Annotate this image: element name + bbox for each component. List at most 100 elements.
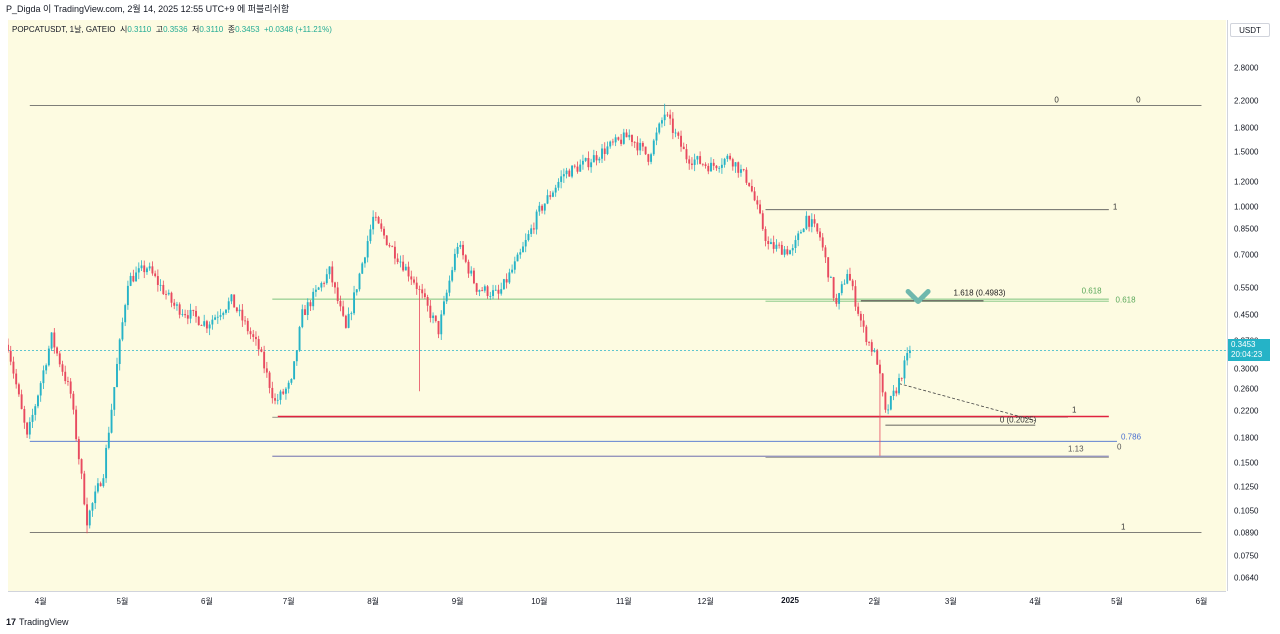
- current-price-value: 0.3453: [1231, 340, 1256, 349]
- y-tick-label: 1.2000: [1234, 177, 1259, 187]
- candle-body: [23, 409, 26, 423]
- fib-113-zero-label: 0: [1117, 442, 1122, 452]
- candle-body: [748, 182, 751, 187]
- candle-body: [17, 384, 20, 395]
- candle-body: [344, 315, 347, 328]
- candle-body: [219, 315, 222, 317]
- candle-body: [186, 315, 189, 319]
- x-tick-label: 6월: [1195, 597, 1208, 606]
- candle-body: [146, 268, 148, 273]
- candle-body: [429, 305, 432, 318]
- candle-body: [680, 135, 682, 147]
- x-tick-label: 2월: [868, 597, 881, 606]
- candle-body: [513, 261, 516, 270]
- candle-body: [502, 279, 505, 290]
- candle-body: [28, 421, 31, 435]
- candle-body: [312, 291, 315, 307]
- candle-body: [805, 215, 808, 229]
- candle-body: [91, 503, 94, 511]
- candle-body: [726, 155, 729, 159]
- candle-body: [99, 483, 102, 487]
- candle-body: [846, 273, 849, 284]
- candle-body: [143, 265, 146, 273]
- time-axis[interactable]: [8, 591, 1226, 612]
- tradingview-footer[interactable]: 17 TradingView: [6, 615, 69, 629]
- candle-body: [492, 290, 494, 296]
- candle-body: [230, 294, 233, 302]
- candle-body: [391, 246, 394, 248]
- candle-body: [729, 155, 732, 160]
- candle-body: [148, 266, 151, 269]
- candle-body: [573, 165, 576, 167]
- candle-body: [824, 247, 827, 258]
- candle-body: [284, 388, 287, 394]
- candle-body: [222, 312, 225, 316]
- candle-body: [898, 378, 900, 394]
- candle-body: [511, 269, 514, 273]
- candle-body: [892, 390, 895, 396]
- y-tick-label: 0.1500: [1234, 458, 1259, 468]
- candle-body: [808, 215, 811, 227]
- candle-body: [241, 309, 244, 321]
- candle-body: [282, 391, 285, 394]
- candle-body: [437, 320, 440, 335]
- candle-body: [857, 306, 860, 314]
- trend-projection-line: [898, 383, 1036, 422]
- candle-body: [369, 229, 372, 242]
- candle-body: [887, 409, 890, 411]
- candle-body: [794, 240, 797, 249]
- candle-body: [835, 297, 838, 304]
- candle-body: [859, 313, 862, 321]
- y-tick-label: 1.0000: [1234, 202, 1259, 212]
- price-axis[interactable]: [1227, 20, 1280, 591]
- candle-body: [116, 363, 118, 388]
- x-tick-label: 12월: [697, 597, 714, 606]
- candle-body: [385, 235, 388, 246]
- legend-low-label: 저: [191, 25, 200, 34]
- candle-body: [652, 140, 655, 155]
- fib-bottom-label: 1: [1121, 522, 1126, 532]
- candle-body: [647, 154, 650, 162]
- candle-body: [622, 132, 625, 144]
- candle-body: [249, 331, 252, 335]
- candle-body: [633, 141, 636, 143]
- candle-body: [53, 332, 56, 348]
- candle-body: [189, 309, 192, 319]
- candle-body: [393, 246, 396, 259]
- candlestick-chart[interactable]: [8, 20, 1226, 591]
- legend-open: 0.3110: [127, 25, 152, 34]
- candle-body: [581, 160, 584, 165]
- candle-body: [464, 255, 467, 262]
- candle-body: [644, 146, 647, 155]
- candle-body: [601, 148, 603, 159]
- fib-0618-label-b: 0.618: [1115, 295, 1136, 305]
- candle-body: [197, 316, 200, 326]
- candle-body: [494, 289, 497, 291]
- candle-body: [865, 326, 868, 343]
- candle-body: [723, 158, 726, 165]
- candle-body: [159, 284, 162, 286]
- candle-body: [110, 409, 113, 433]
- candle-body: [797, 233, 800, 241]
- x-tick-label: 11월: [615, 597, 632, 606]
- candle-body: [557, 181, 560, 188]
- candle-body: [819, 231, 821, 238]
- candle-body: [505, 279, 508, 283]
- candle-body: [878, 364, 881, 374]
- candle-body: [274, 398, 276, 401]
- candle-body: [516, 254, 519, 262]
- candle-body: [339, 300, 342, 307]
- legend-close: 0.3453: [235, 25, 260, 34]
- candle-body: [290, 378, 293, 383]
- candle-body: [617, 137, 620, 140]
- candle-body: [252, 334, 255, 337]
- candle-body: [366, 241, 369, 258]
- chart-plot-area[interactable]: [8, 20, 1226, 591]
- currency-selector[interactable]: USDT: [1230, 23, 1270, 37]
- candle-body: [374, 216, 377, 218]
- bar-countdown: 20:04:23: [1231, 350, 1263, 359]
- candle-body: [764, 229, 767, 241]
- candle-body: [129, 275, 132, 286]
- candle-body: [388, 245, 391, 247]
- candle-body: [906, 353, 909, 361]
